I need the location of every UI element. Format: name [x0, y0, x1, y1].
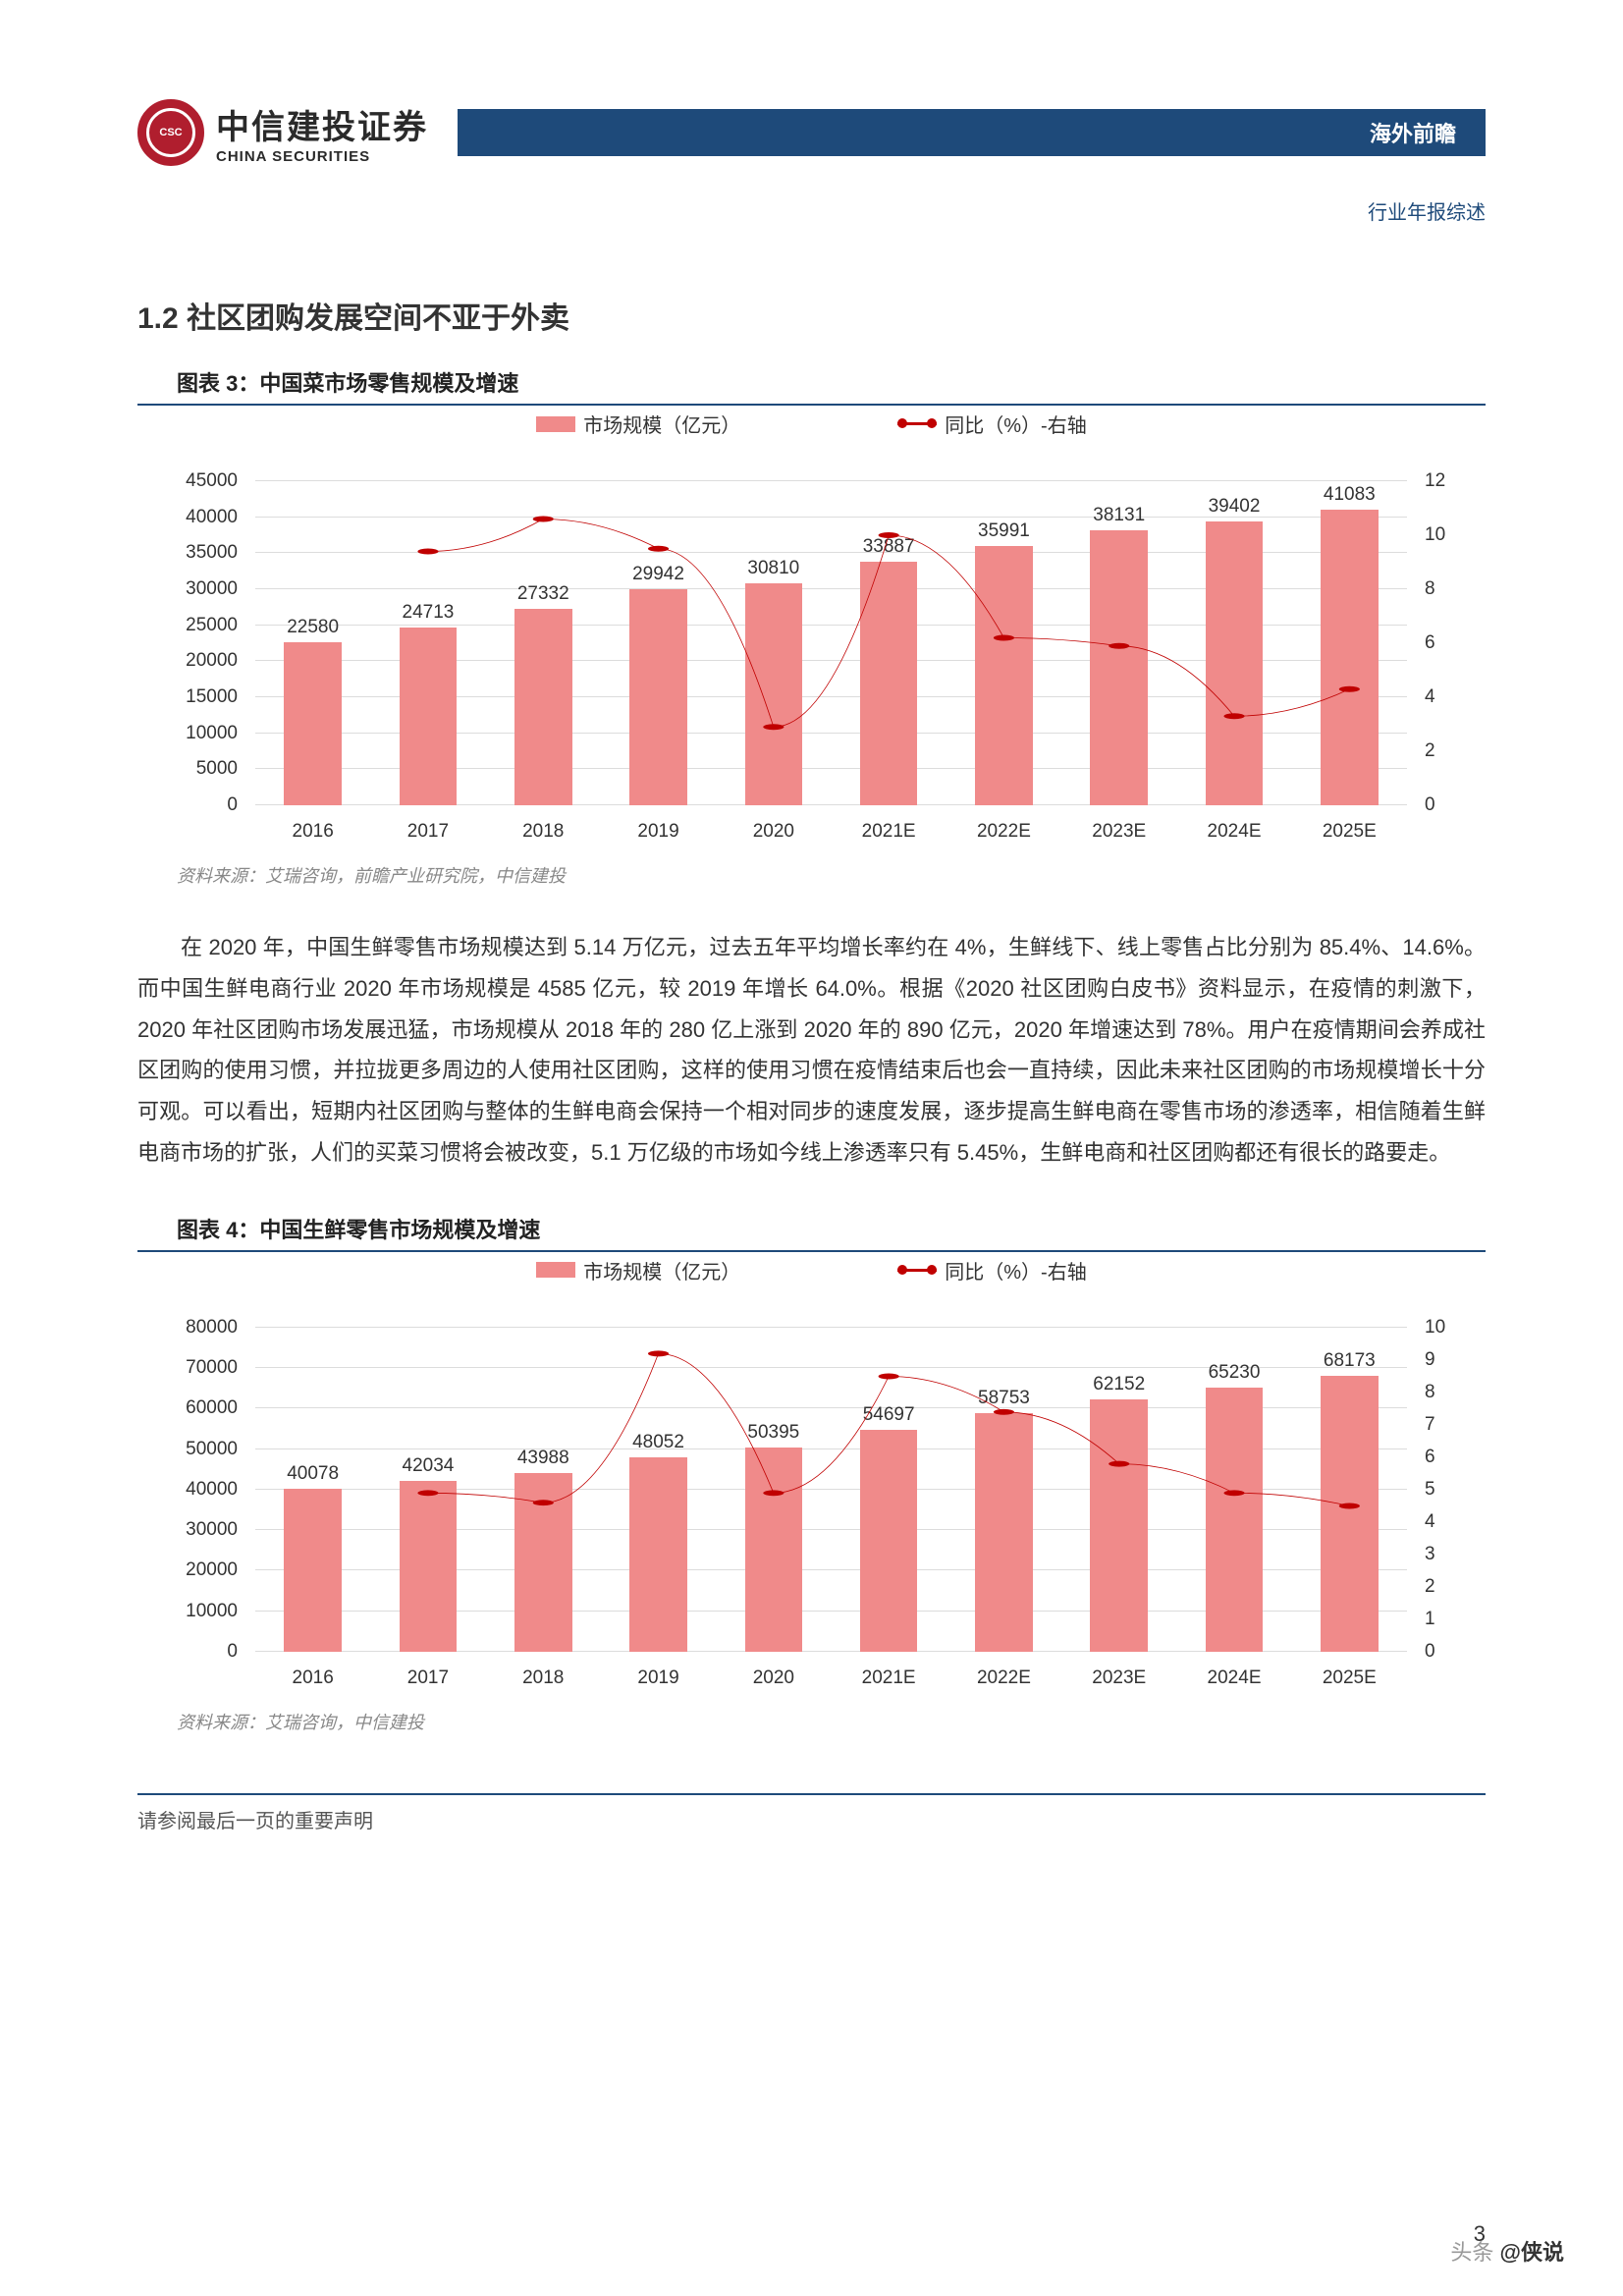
chart4-rule [137, 1250, 1486, 1252]
chart4: 0100002000030000400005000060000700008000… [137, 1288, 1486, 1701]
chart3: 0500010000150002000025000300003500040000… [137, 442, 1486, 854]
legend-bar-swatch [536, 416, 575, 432]
chart3-source: 资料来源：艾瑞咨询，前瞻产业研究院，中信建投 [177, 862, 1486, 888]
watermark: 头条 @侠说 [1450, 2235, 1564, 2267]
disclaimer: 请参阅最后一页的重要声明 [137, 1811, 373, 1832]
logo-icon: CSC [137, 99, 204, 166]
legend-line-swatch [897, 422, 937, 425]
chart4-legend: 市场规模（亿元） 同比（%）-右轴 [137, 1256, 1486, 1285]
page-header: CSC 中信建投证券 CHINA SECURITIES 海外前瞻 [137, 98, 1486, 167]
header-bar-title: 海外前瞻 [1370, 117, 1456, 148]
chart3-rule [137, 404, 1486, 406]
body-paragraph: 在 2020 年，中国生鲜零售市场规模达到 5.14 万亿元，过去五年平均增长率… [137, 927, 1486, 1174]
footer: 请参阅最后一页的重要声明 [137, 1793, 1486, 1833]
chart3-legend: 市场规模（亿元） 同比（%）-右轴 [137, 410, 1486, 438]
company-name-cn: 中信建投证券 [216, 100, 428, 148]
chart4-title: 图表 4：中国生鲜零售市场规模及增速 [177, 1213, 1486, 1244]
sub-header: 行业年报综述 [137, 179, 1486, 264]
chart4-source: 资料来源：艾瑞咨询，中信建投 [177, 1709, 1486, 1734]
company-logo: CSC 中信建投证券 CHINA SECURITIES [137, 99, 428, 166]
section-heading: 1.2 社区团购发展空间不亚于外卖 [137, 294, 1486, 337]
legend-line-swatch [897, 1269, 937, 1272]
chart3-title: 图表 3：中国菜市场零售规模及增速 [177, 366, 1486, 398]
company-name-en: CHINA SECURITIES [216, 148, 428, 165]
legend-bar-swatch [536, 1262, 575, 1278]
header-bar: 海外前瞻 [458, 109, 1486, 156]
